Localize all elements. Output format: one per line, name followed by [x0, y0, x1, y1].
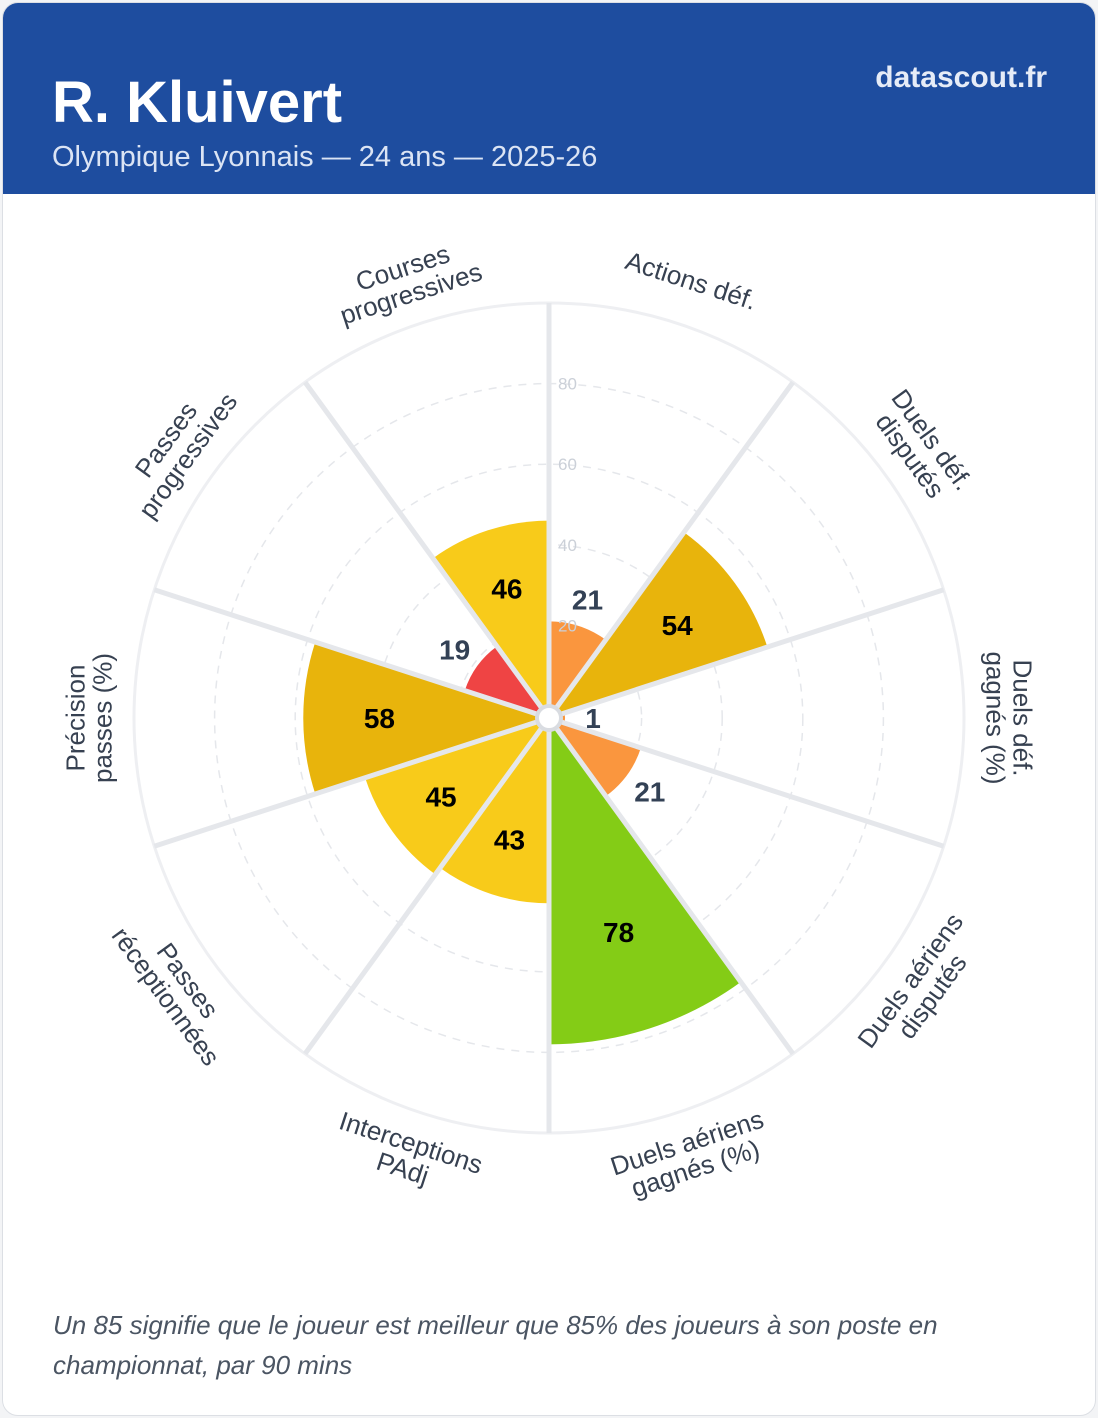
tick-label: 40 [558, 536, 577, 555]
slice [549, 718, 741, 1045]
separator-line [548, 587, 945, 721]
value-label: 21 [572, 584, 603, 615]
separator-line [548, 715, 945, 849]
slice [549, 718, 641, 797]
value-label: 19 [439, 634, 470, 665]
slice [549, 532, 768, 718]
value-label: 1 [585, 703, 601, 734]
value-label: 43 [494, 825, 525, 856]
value-label: 58 [364, 703, 395, 734]
category-label-line: passes (%) [88, 653, 118, 783]
grid-circle [294, 463, 804, 973]
brand-link[interactable]: datascout.fr [875, 61, 1047, 94]
category-label-line: Actions déf. [622, 245, 760, 316]
category-label-line: Duels déf. [1008, 659, 1038, 776]
separator-line [303, 716, 552, 1056]
tick-label: 60 [558, 455, 577, 474]
header: R. Kluivert Olympique Lyonnais — 24 ans … [3, 3, 1095, 194]
footnote: Un 85 signifie que le joueur est meilleu… [53, 1310, 938, 1380]
value-label: 21 [634, 776, 665, 807]
tick-label: 80 [558, 375, 577, 394]
separator-line [303, 380, 552, 720]
separator-line [153, 587, 550, 721]
slice [303, 642, 549, 794]
category-label: Actions déf. [622, 245, 760, 316]
slice [432, 520, 549, 718]
value-label: 46 [491, 573, 522, 604]
slice [549, 621, 606, 718]
separator-line [546, 380, 795, 720]
value-label: 45 [425, 781, 456, 812]
value-label: 78 [603, 917, 634, 948]
slice [440, 718, 549, 904]
tick-label: 20 [558, 616, 577, 635]
slice [464, 646, 549, 718]
separator-line [546, 716, 795, 1056]
player-name: R. Kluivert [52, 70, 343, 135]
player-subtitle: Olympique Lyonnais — 24 ans — 2025-26 [52, 141, 598, 173]
center-hole [535, 704, 563, 732]
category-label: Duels déf.gagnés (%) [981, 652, 1038, 785]
slice [365, 718, 549, 875]
category-label-line: Précision [61, 665, 91, 772]
separator-line [153, 715, 550, 849]
category-label-line: gagnés (%) [981, 652, 1011, 785]
value-label: 54 [662, 610, 694, 641]
